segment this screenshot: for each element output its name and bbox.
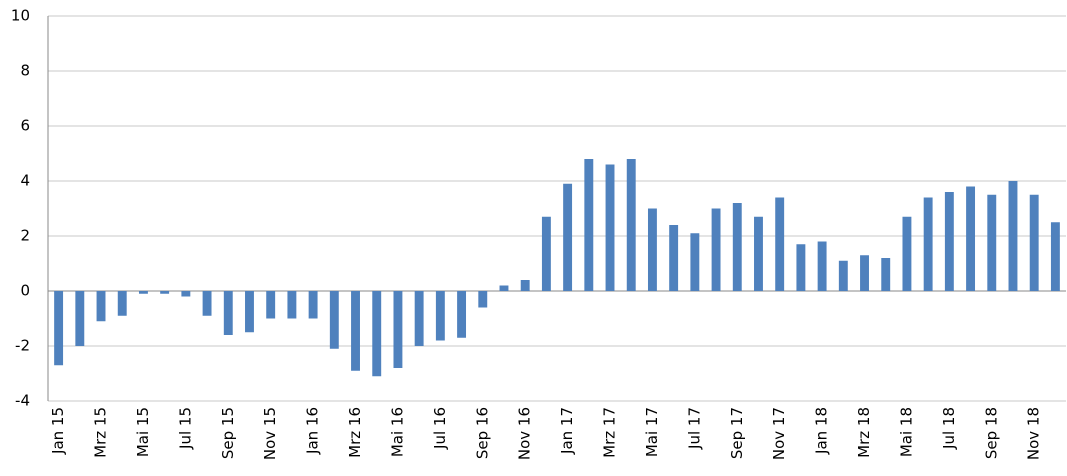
bar xyxy=(838,260,848,291)
bar xyxy=(966,186,976,291)
bar xyxy=(647,208,657,291)
y-tick-label: 2 xyxy=(20,227,30,245)
bar xyxy=(329,291,339,349)
x-tick-label: Jul 17 xyxy=(685,407,703,450)
bar xyxy=(1050,222,1060,291)
bar xyxy=(584,159,594,291)
y-tick-label: 0 xyxy=(20,282,30,300)
bar xyxy=(202,291,212,316)
x-tick-label: Sep 17 xyxy=(728,407,746,459)
bar xyxy=(223,291,233,335)
x-tick-label: Jul 18 xyxy=(940,407,958,450)
y-tick-label: 8 xyxy=(20,62,30,80)
x-tick-label: Jan 17 xyxy=(558,407,576,455)
bar xyxy=(669,225,679,291)
y-tick-label: -2 xyxy=(15,337,30,355)
bar xyxy=(881,258,891,291)
x-tick-label: Jan 18 xyxy=(813,407,831,455)
bar xyxy=(351,291,360,371)
y-tick-label: 10 xyxy=(11,7,30,25)
x-tick-label: Jan 16 xyxy=(304,407,322,455)
bar xyxy=(266,291,276,319)
x-tick-label: Mai 17 xyxy=(643,407,661,457)
bar xyxy=(626,159,636,291)
bar xyxy=(541,216,551,291)
bar xyxy=(160,291,170,294)
bar xyxy=(520,280,530,291)
bar xyxy=(499,285,509,291)
bar xyxy=(1008,181,1018,291)
x-tick-label: Mrz 16 xyxy=(346,407,364,458)
bar xyxy=(435,291,445,341)
bar xyxy=(308,291,318,319)
x-tick-label: Mrz 18 xyxy=(855,407,873,458)
x-tick-label: Sep 16 xyxy=(473,407,491,459)
bar xyxy=(563,183,573,291)
y-tick-label: 4 xyxy=(20,172,30,190)
bar xyxy=(754,216,763,291)
bar xyxy=(732,203,742,291)
x-tick-label: Jul 15 xyxy=(176,407,194,450)
bar xyxy=(414,291,424,346)
bar xyxy=(944,192,954,291)
x-tick-label: Mrz 17 xyxy=(601,407,619,458)
x-tick-label: Mai 16 xyxy=(388,407,406,457)
bar xyxy=(817,241,827,291)
bar xyxy=(96,291,106,322)
bar xyxy=(54,291,64,366)
x-tick-label: Mai 18 xyxy=(897,407,915,457)
bar xyxy=(181,291,191,297)
bar xyxy=(796,244,806,291)
x-tick-label: Nov 16 xyxy=(516,407,534,460)
bar xyxy=(478,291,488,308)
y-tick-label: 6 xyxy=(20,117,30,135)
x-tick-label: Nov 15 xyxy=(261,407,279,460)
bar xyxy=(923,197,933,291)
x-tick-label: Sep 18 xyxy=(982,407,1000,459)
x-tick-label: Nov 17 xyxy=(770,407,788,460)
bar xyxy=(245,291,254,333)
x-tick-label: Mai 15 xyxy=(134,407,152,457)
y-tick-label: -4 xyxy=(15,392,30,410)
bar xyxy=(75,291,85,346)
bar xyxy=(287,291,297,319)
bar xyxy=(711,208,721,291)
bar xyxy=(902,216,912,291)
x-tick-label: Sep 15 xyxy=(219,407,237,459)
bar xyxy=(372,291,382,377)
x-tick-label: Jan 15 xyxy=(49,407,67,455)
bar xyxy=(138,291,148,294)
bar xyxy=(987,194,997,291)
bar xyxy=(605,164,615,291)
bar xyxy=(393,291,403,368)
bar xyxy=(117,291,127,316)
x-tick-label: Mrz 15 xyxy=(92,407,110,458)
bar xyxy=(775,197,785,291)
bar xyxy=(457,291,467,338)
bar xyxy=(1029,194,1039,291)
bar xyxy=(690,233,700,291)
bar xyxy=(860,255,869,291)
x-tick-label: Nov 18 xyxy=(1025,407,1043,460)
x-tick-label: Jul 16 xyxy=(431,407,449,450)
